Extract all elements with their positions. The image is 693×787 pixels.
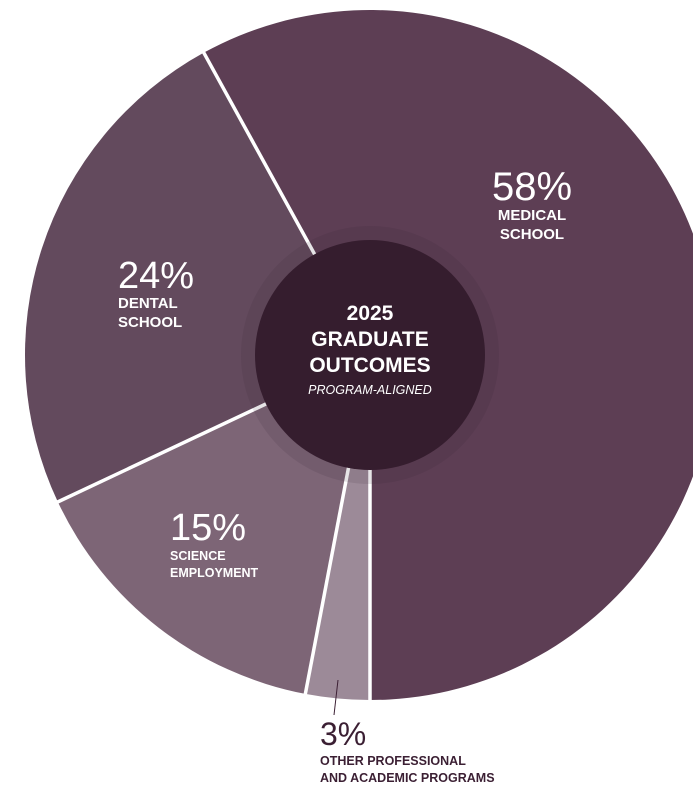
label-science-employment: 15%SCIENCE EMPLOYMENT [170, 507, 259, 580]
category-label-line: DENTAL [118, 295, 178, 312]
separator-line [201, 50, 319, 259]
slice-science-employment [57, 355, 371, 694]
slice-separators [55, 50, 372, 702]
slice-labels: 58%MEDICAL SCHOOL 3% OTHER PROFESSIONAL AND … [118, 165, 572, 785]
category-label-line: SCHOOL [500, 226, 564, 243]
data-label-percent: 15% [170, 507, 246, 549]
center-title-line: 2025 [347, 302, 394, 325]
category-label-line: AND ACADEMIC PROGRAMS [320, 771, 495, 785]
category-label-line: MEDICAL [498, 207, 566, 224]
center-title-line: OUTCOMES [309, 354, 430, 377]
center-hub-circle [255, 240, 485, 470]
category-label-line: EMPLOYMENT [170, 566, 259, 580]
data-label-percent: 3% [320, 716, 366, 752]
center-subtitle: PROGRAM-ALIGNED [308, 383, 432, 397]
separator-line [55, 400, 271, 505]
category-label-line: OTHER PROFESSIONAL [320, 754, 466, 768]
label-medical-school: 58%MEDICAL SCHOOL [492, 165, 572, 243]
category-label-line: SCHOOL [118, 314, 182, 331]
category-label-line: SCIENCE [170, 549, 226, 563]
leader-line [333, 679, 339, 716]
label-other-professional-and-academic-programs: 3% OTHER PROFESSIONAL AND ACADEMIC PROGRAM… [320, 716, 495, 785]
leader-lines [333, 679, 339, 716]
center-hub: 2025 GRADUATE OUTCOMES PROGRAM-ALIGNED [241, 226, 499, 484]
separator-line [303, 463, 351, 697]
data-label-percent: 58% [492, 165, 572, 209]
label-dental-school: 24%DENTAL SCHOOL [118, 255, 194, 331]
center-title-line: GRADUATE [311, 328, 428, 351]
data-label-percent: 24% [118, 255, 194, 297]
